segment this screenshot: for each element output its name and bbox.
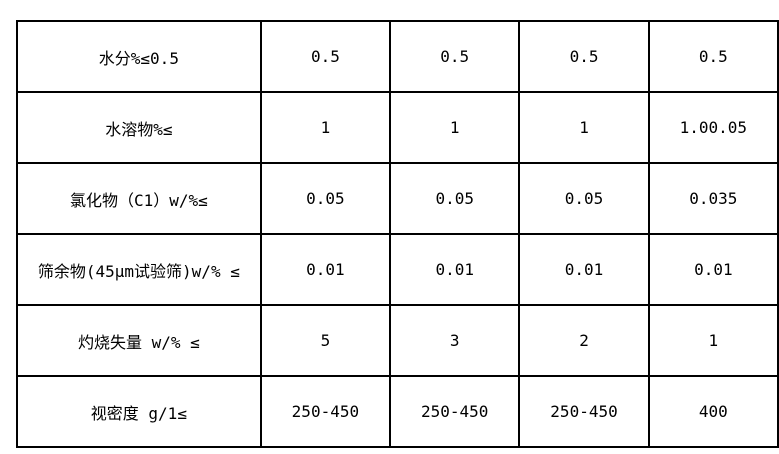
cell-value: 0.05 [518, 162, 650, 235]
cell-value: 0.035 [647, 162, 779, 235]
row-label: 氯化物（C1）w/%≤ [16, 162, 262, 235]
cell-value: 0.5 [647, 20, 779, 93]
cell-value: 5 [259, 304, 392, 377]
table-row: 灼烧失量 w/% ≤ 5 3 2 1 [16, 304, 779, 377]
row-label: 灼烧失量 w/% ≤ [16, 304, 262, 377]
cell-value: 1 [518, 91, 650, 164]
cell-value: 250-450 [518, 375, 650, 448]
cell-value: 0.5 [259, 20, 392, 93]
cell-value: 0.5 [389, 20, 521, 93]
cell-value: 3 [389, 304, 521, 377]
cell-value: 0.05 [259, 162, 392, 235]
row-label: 水分%≤0.5 [16, 20, 262, 93]
row-label: 筛余物(45μm试验筛)w/% ≤ [16, 233, 262, 306]
cell-value: 1 [389, 91, 521, 164]
cell-value: 0.05 [389, 162, 521, 235]
row-label: 水溶物%≤ [16, 91, 262, 164]
cell-value: 0.01 [259, 233, 392, 306]
cell-value: 0.01 [389, 233, 521, 306]
cell-value: 0.01 [518, 233, 650, 306]
spec-table: 水分%≤0.5 0.5 0.5 0.5 0.5 水溶物%≤ 1 1 1 1.00… [16, 20, 779, 448]
cell-value: 2 [518, 304, 650, 377]
row-label: 视密度 g/1≤ [16, 375, 262, 448]
table-row: 筛余物(45μm试验筛)w/% ≤ 0.01 0.01 0.01 0.01 [16, 233, 779, 306]
cell-value: 1 [259, 91, 392, 164]
cell-value: 1.00.05 [647, 91, 779, 164]
table-row: 视密度 g/1≤ 250-450 250-450 250-450 400 [16, 375, 779, 448]
cell-value: 250-450 [389, 375, 521, 448]
cell-value: 1 [647, 304, 779, 377]
spec-table-container: 水分%≤0.5 0.5 0.5 0.5 0.5 水溶物%≤ 1 1 1 1.00… [16, 20, 779, 448]
cell-value: 0.01 [647, 233, 779, 306]
cell-value: 250-450 [259, 375, 392, 448]
table-row: 氯化物（C1）w/%≤ 0.05 0.05 0.05 0.035 [16, 162, 779, 235]
cell-value: 400 [647, 375, 779, 448]
table-row: 水分%≤0.5 0.5 0.5 0.5 0.5 [16, 20, 779, 93]
cell-value: 0.5 [518, 20, 650, 93]
table-row: 水溶物%≤ 1 1 1 1.00.05 [16, 91, 779, 164]
